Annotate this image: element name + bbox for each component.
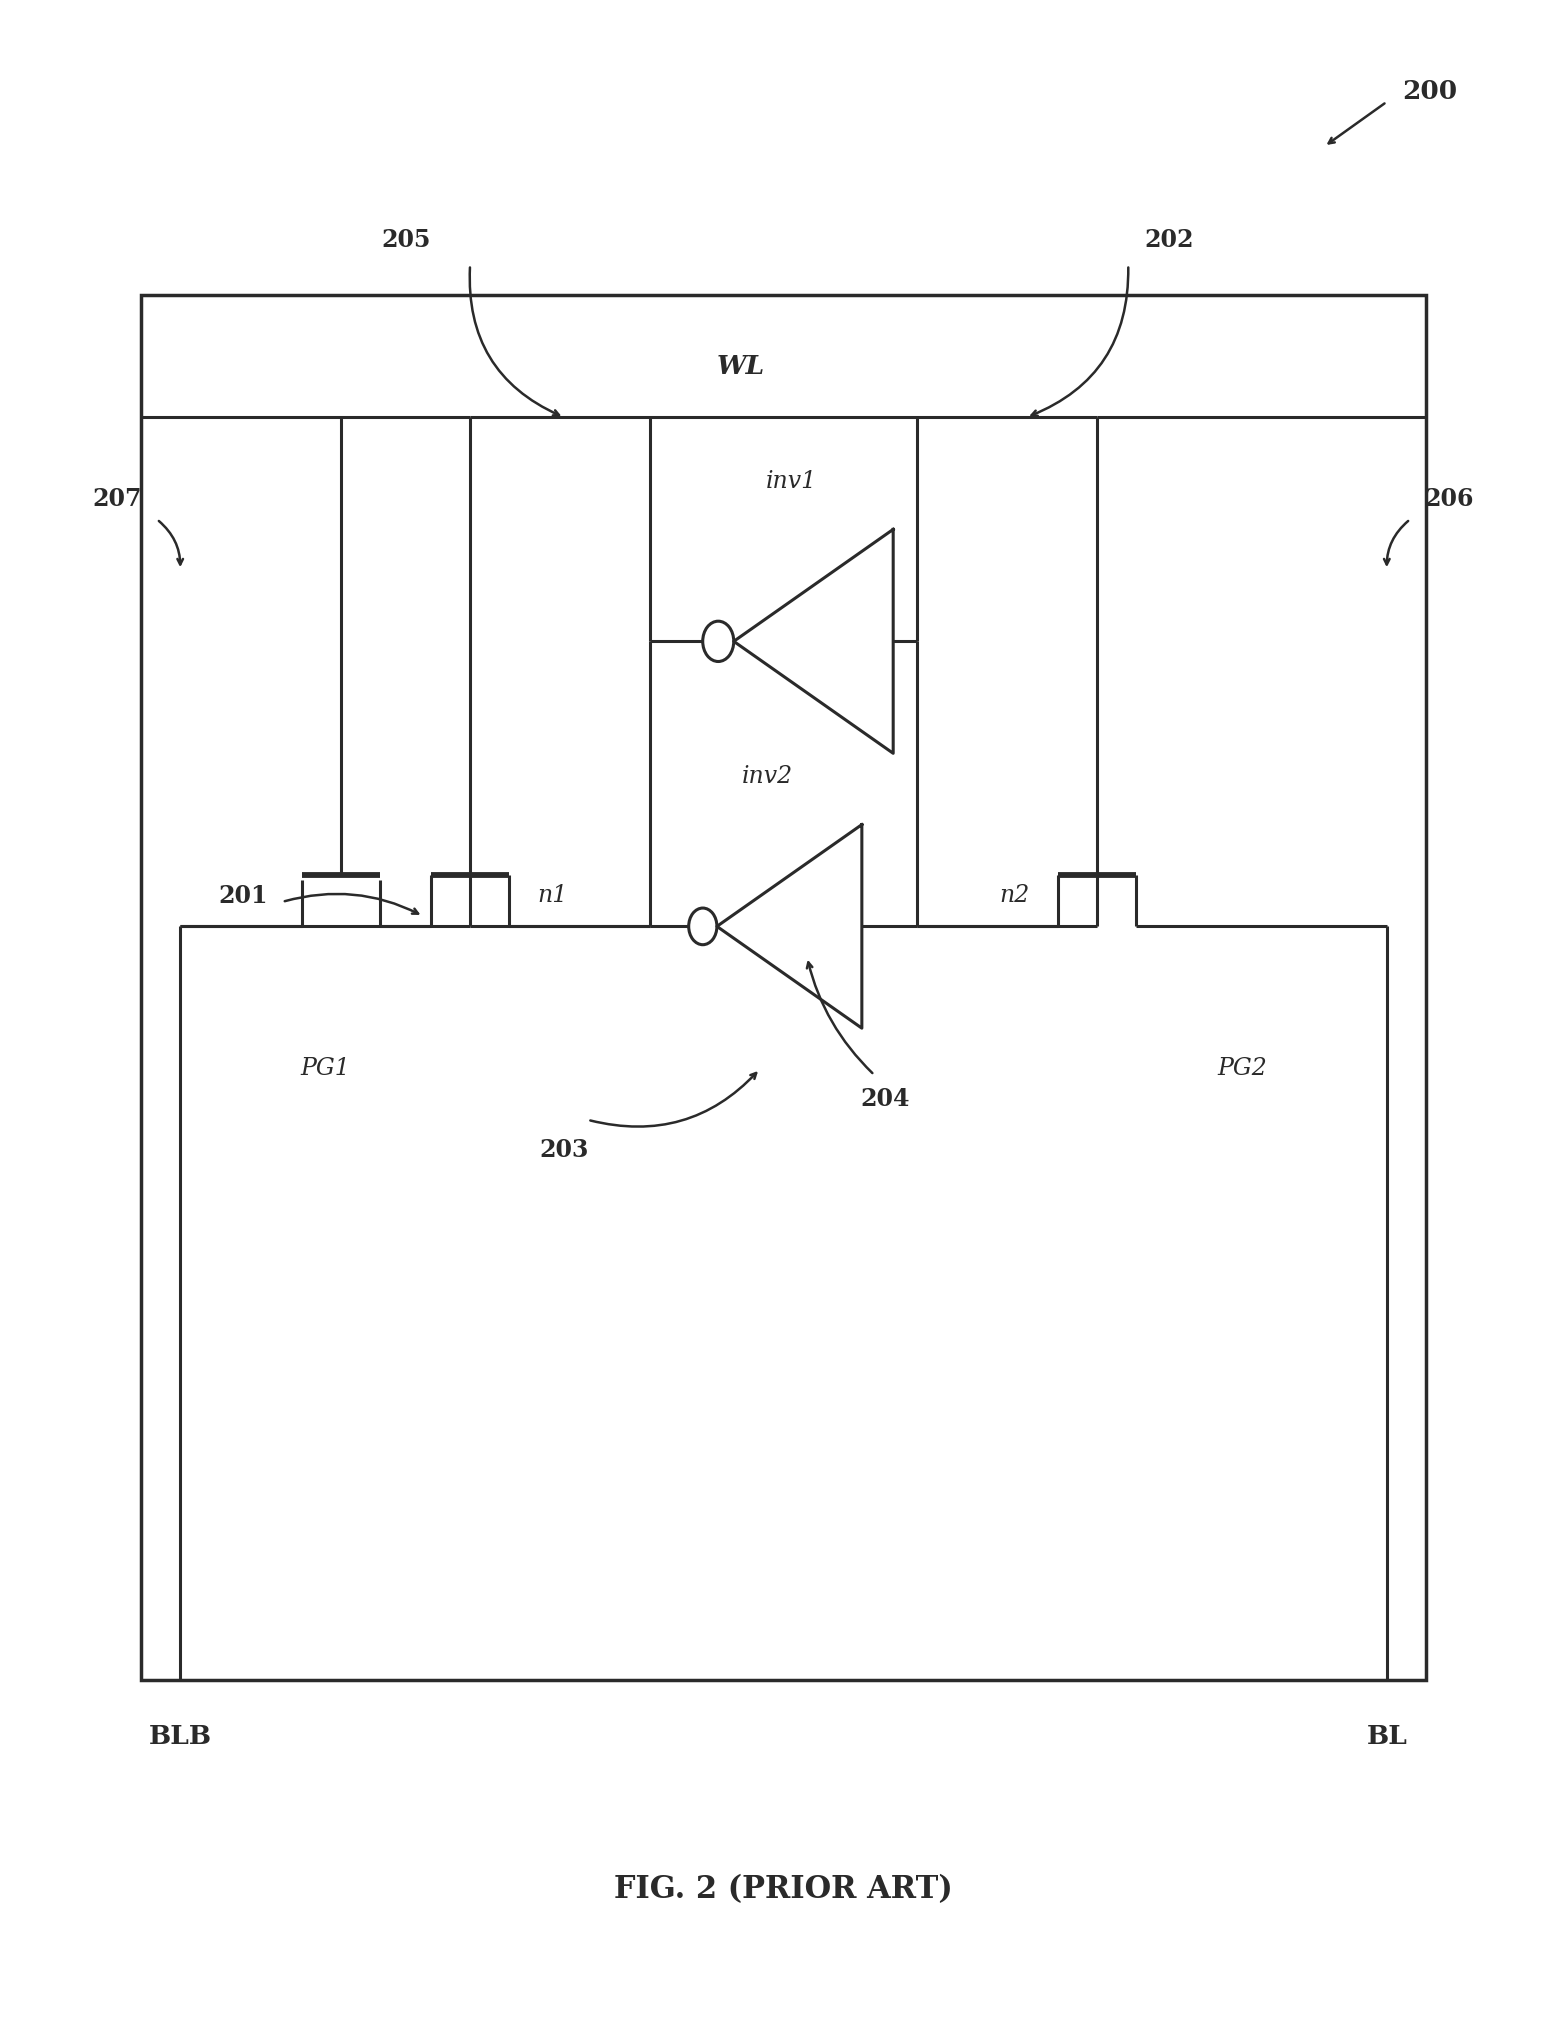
Text: PG2: PG2 xyxy=(1218,1057,1266,1081)
Text: 201: 201 xyxy=(218,884,268,908)
Text: 204: 204 xyxy=(860,1087,910,1112)
Text: inv1: inv1 xyxy=(766,470,816,493)
Text: n1: n1 xyxy=(537,884,567,908)
Text: BLB: BLB xyxy=(149,1724,212,1749)
Text: inv2: inv2 xyxy=(743,766,793,788)
Text: PG1: PG1 xyxy=(301,1057,349,1081)
Text: n2: n2 xyxy=(1000,884,1030,908)
Text: WL: WL xyxy=(718,354,765,379)
Text: 207: 207 xyxy=(92,487,143,511)
Text: FIG. 2 (PRIOR ART): FIG. 2 (PRIOR ART) xyxy=(614,1873,953,1906)
Text: 202: 202 xyxy=(1144,228,1194,252)
Text: 206: 206 xyxy=(1424,487,1475,511)
Text: 200: 200 xyxy=(1402,79,1457,104)
Text: BL: BL xyxy=(1366,1724,1407,1749)
Bar xyxy=(141,295,1426,1680)
Text: 205: 205 xyxy=(381,228,431,252)
Text: 203: 203 xyxy=(539,1138,589,1163)
